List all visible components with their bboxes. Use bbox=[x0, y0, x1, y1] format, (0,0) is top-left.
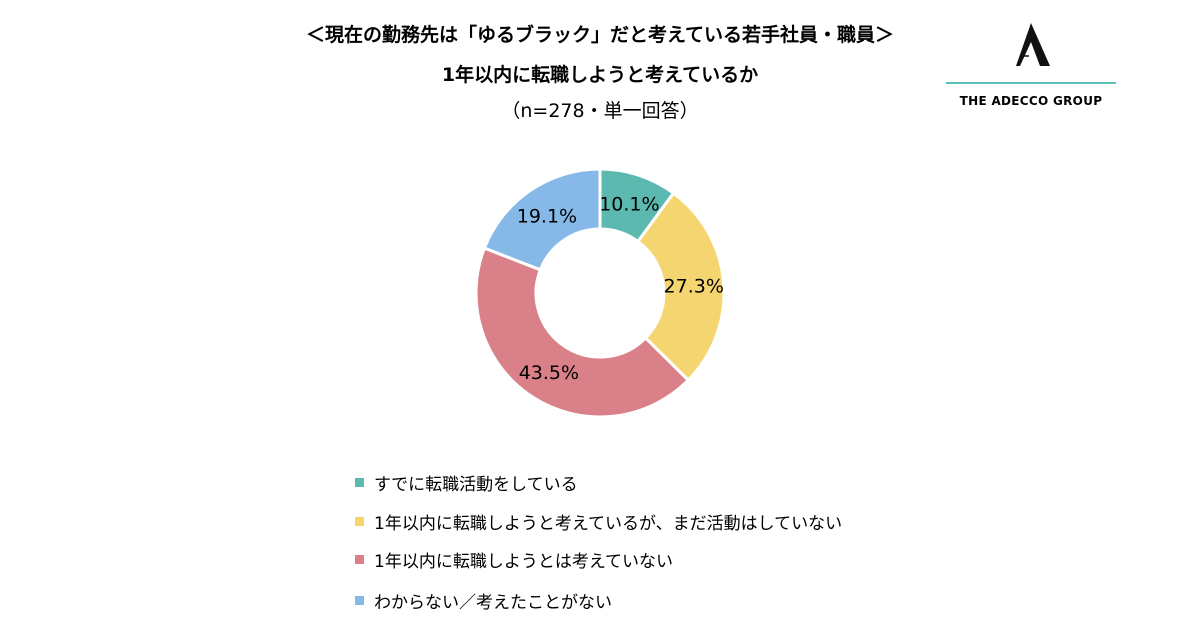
donut-slice bbox=[635, 191, 726, 383]
legend-label: 1年以内に転職しようとは考えていない bbox=[374, 552, 673, 572]
legend-marker bbox=[355, 596, 364, 605]
legend-label: すでに転職活動をしている bbox=[374, 475, 578, 495]
donut-slice bbox=[474, 246, 691, 419]
chart-title: ＜現在の勤務先は「ゆるブラック」だと考えている若手社員・職員＞ bbox=[305, 24, 895, 46]
data-label: 19.1% bbox=[517, 205, 577, 227]
donut-slice bbox=[482, 167, 602, 272]
data-label: 43.5% bbox=[519, 362, 579, 384]
chart-subtitle: 1年以内に転職しようと考えているか bbox=[441, 64, 759, 86]
legend-label: 1年以内に転職しようと考えているが、まだ活動はしていない bbox=[374, 514, 843, 534]
logo-a-icon bbox=[1016, 23, 1050, 66]
legend-item: 1年以内に転職しようとは考えていない bbox=[355, 547, 673, 572]
legend-label: わからない／考えたことがない bbox=[374, 593, 612, 613]
logo-text: THE ADECCO GROUP bbox=[959, 94, 1103, 108]
legend-item: 1年以内に転職しようと考えているが、まだ活動はしていない bbox=[355, 509, 842, 534]
legend-item: すでに転職活動をしている bbox=[355, 470, 578, 495]
data-label: 10.1% bbox=[599, 194, 659, 216]
legend-marker bbox=[355, 555, 364, 564]
data-label: 27.3% bbox=[664, 276, 724, 298]
adecco-logo: THE ADECCO GROUP bbox=[946, 20, 1116, 108]
legend-item: わからない／考えたことがない bbox=[355, 588, 612, 613]
sample-note: （n=278・単一回答） bbox=[501, 100, 699, 122]
legend-marker bbox=[355, 517, 364, 526]
legend-marker bbox=[355, 478, 364, 487]
logo-divider bbox=[946, 82, 1116, 84]
